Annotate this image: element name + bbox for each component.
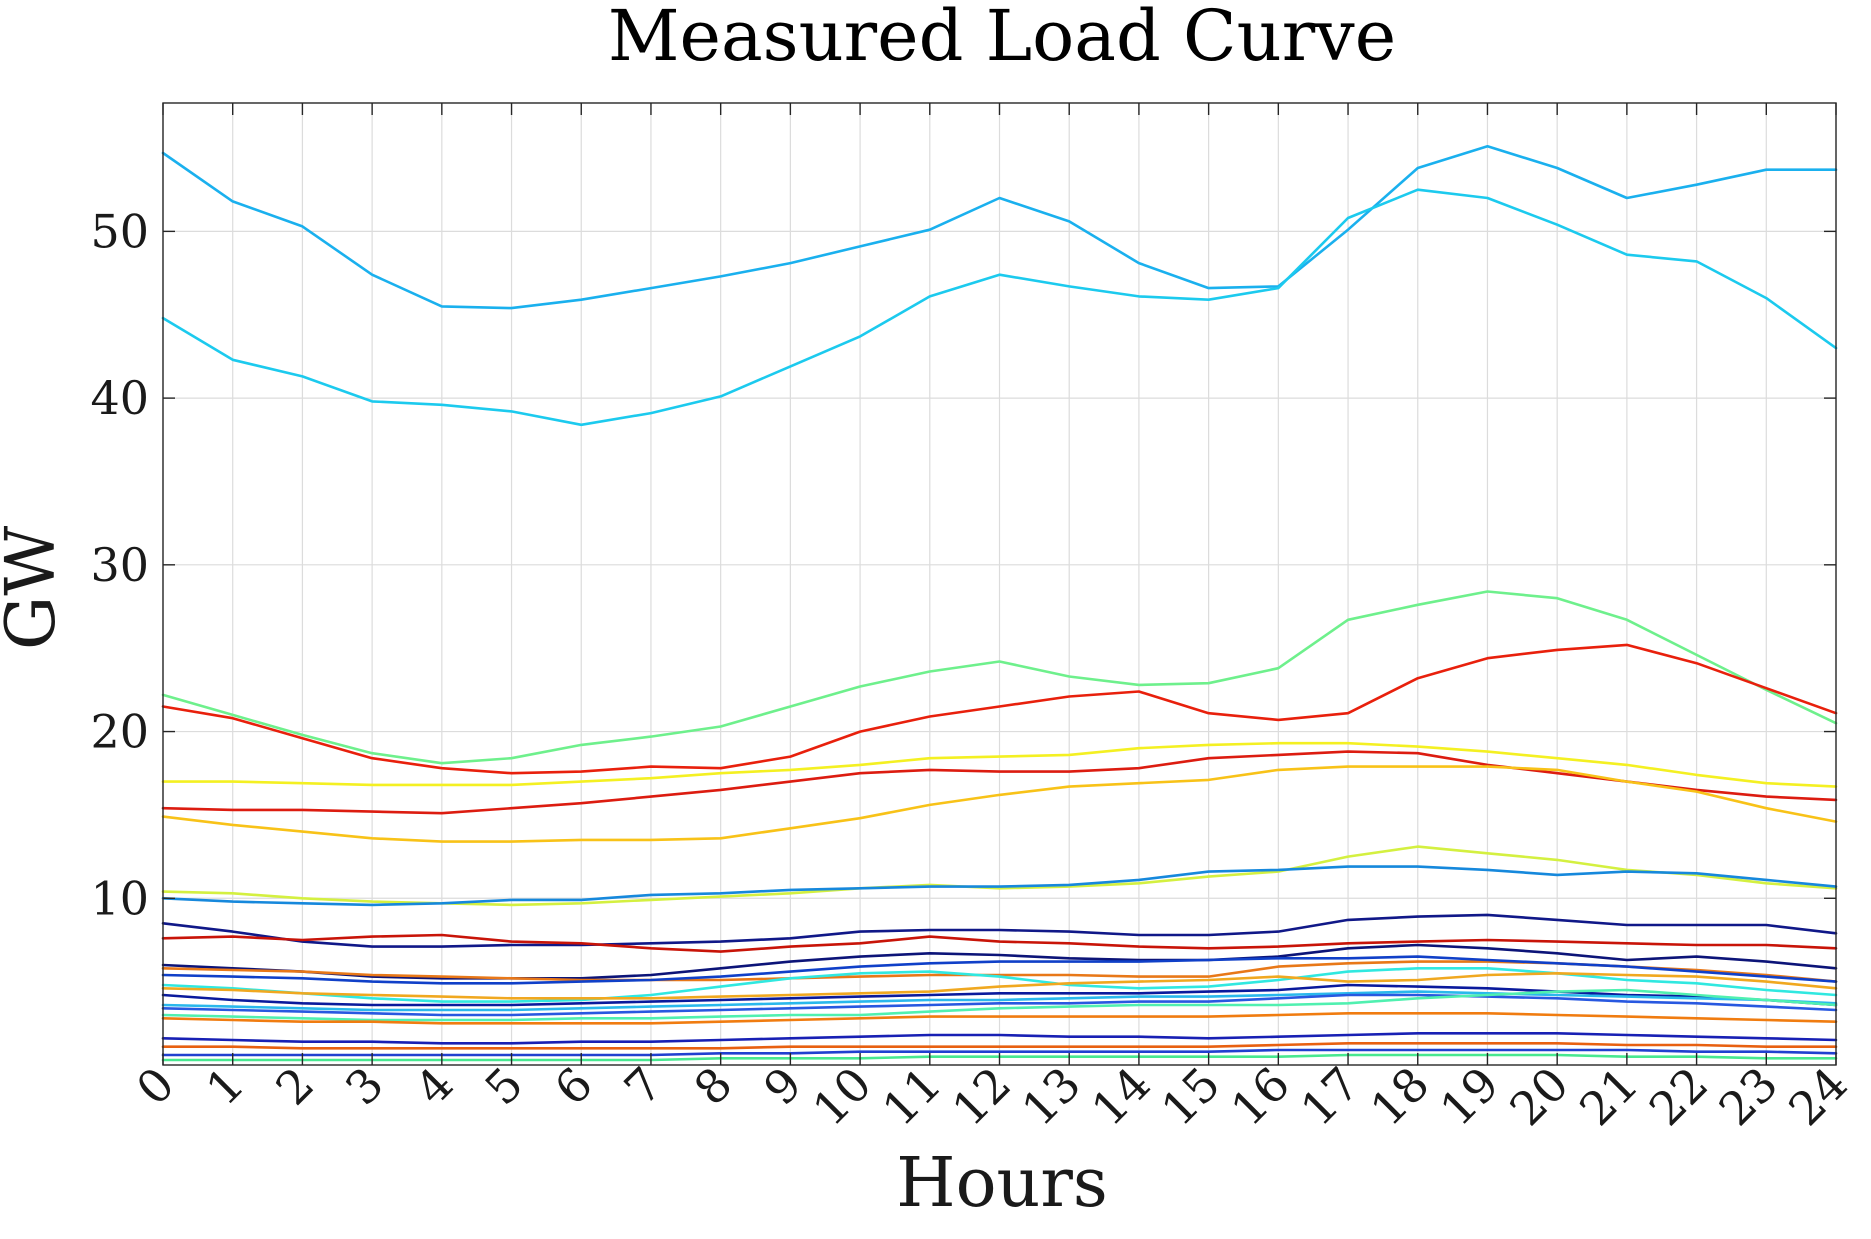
series-line-load-06 bbox=[161, 750, 1838, 815]
series-line-load-10 bbox=[161, 913, 1838, 948]
x-tick-label: 22 bbox=[1639, 1057, 1719, 1137]
series-line-load-20 bbox=[161, 988, 1838, 1022]
series-line-load-14 bbox=[161, 955, 1838, 985]
series-line-load-03 bbox=[161, 590, 1838, 765]
series-line-load-23 bbox=[161, 1042, 1838, 1050]
series-lines bbox=[161, 145, 1838, 1062]
y-tick-label: 50 bbox=[90, 204, 149, 258]
y-tick-label: 10 bbox=[90, 871, 149, 925]
y-tick-label: 30 bbox=[90, 538, 149, 592]
series-line-load-05 bbox=[161, 741, 1838, 788]
x-tick-label: 10 bbox=[802, 1057, 882, 1137]
x-tick-label: 15 bbox=[1151, 1057, 1231, 1137]
x-tick-label: 12 bbox=[942, 1057, 1022, 1137]
x-tick-label: 23 bbox=[1708, 1057, 1788, 1137]
x-tick-label: 24 bbox=[1778, 1057, 1858, 1137]
series-line-load-02 bbox=[161, 188, 1838, 427]
series-line-load-21 bbox=[161, 1011, 1838, 1025]
x-axis-label: Hours bbox=[896, 1144, 1107, 1223]
series-line-load-01 bbox=[161, 145, 1838, 310]
series-line-load-09 bbox=[161, 865, 1838, 907]
series-line-load-18 bbox=[161, 990, 1838, 1012]
x-tick-label: 19 bbox=[1430, 1057, 1510, 1137]
series-line-load-22 bbox=[161, 1032, 1838, 1045]
x-tick-label: 13 bbox=[1011, 1057, 1091, 1137]
series-line-load-11 bbox=[161, 933, 1838, 953]
x-tick-label: 11 bbox=[872, 1057, 952, 1137]
x-tick-label: 20 bbox=[1499, 1057, 1579, 1137]
x-tick-label: 21 bbox=[1569, 1057, 1649, 1137]
x-tick-label: 18 bbox=[1360, 1057, 1440, 1137]
series-line-load-19 bbox=[161, 993, 1838, 1017]
y-tick-label: 20 bbox=[90, 705, 149, 759]
x-tick-label: 14 bbox=[1081, 1057, 1161, 1137]
series-line-load-07 bbox=[161, 765, 1838, 843]
series-line-load-04 bbox=[161, 643, 1838, 775]
chart-title: Measured Load Curve bbox=[608, 0, 1396, 77]
x-tick-label: 17 bbox=[1290, 1057, 1370, 1137]
y-tick-label: 40 bbox=[90, 371, 149, 425]
axis-ticks bbox=[162, 103, 1837, 1065]
series-line-load-16 bbox=[161, 971, 1838, 1000]
x-tick-label: 16 bbox=[1221, 1057, 1301, 1137]
y-tick-labels: 10 20 30 40 50 bbox=[90, 204, 149, 925]
series-line-load-12 bbox=[161, 943, 1838, 980]
y-axis-label: GW bbox=[0, 526, 71, 650]
